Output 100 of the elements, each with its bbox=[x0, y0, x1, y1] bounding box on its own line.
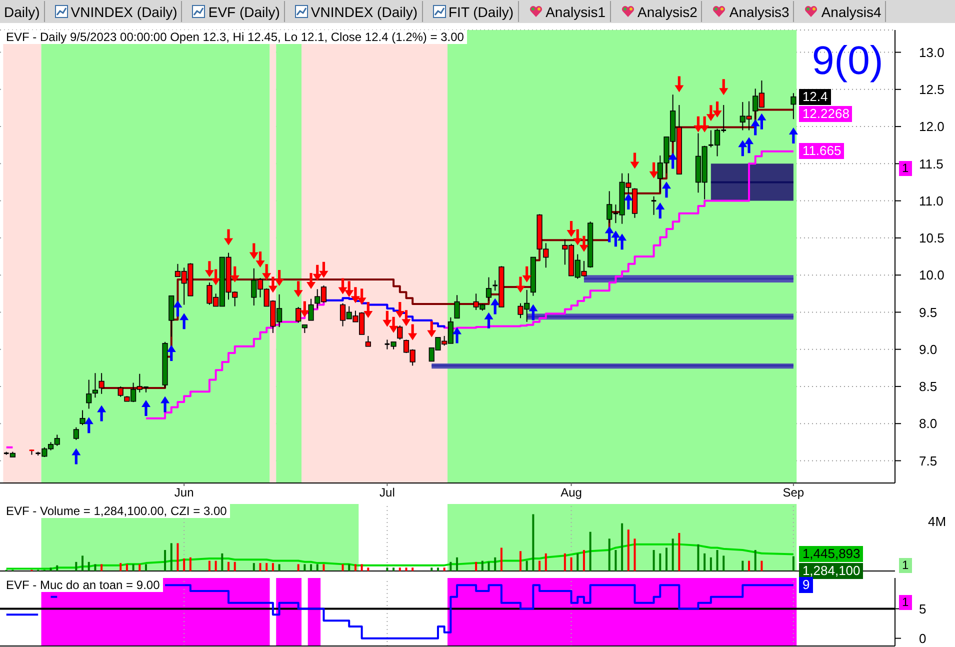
bar bbox=[742, 560, 744, 571]
bar bbox=[278, 564, 280, 571]
bar bbox=[342, 564, 344, 571]
bar bbox=[322, 564, 325, 571]
bar bbox=[659, 553, 662, 571]
bar bbox=[297, 564, 300, 571]
y-tick-label: 12.0 bbox=[919, 119, 944, 134]
bar bbox=[748, 560, 750, 571]
text: Analysis4 bbox=[821, 4, 882, 20]
bar bbox=[50, 568, 52, 571]
bar bbox=[526, 560, 528, 571]
bar bbox=[183, 558, 186, 571]
text: Analysis2 bbox=[638, 4, 698, 20]
bar bbox=[354, 564, 356, 571]
annotation: 1,445,893 bbox=[799, 546, 864, 562]
bar bbox=[450, 562, 452, 571]
candlestick bbox=[118, 386, 124, 398]
text: Daily) bbox=[4, 4, 40, 20]
bar bbox=[475, 562, 478, 571]
bar bbox=[634, 538, 636, 571]
bar bbox=[252, 563, 255, 571]
candlestick bbox=[86, 379, 92, 410]
y-tick-label: 11.5 bbox=[919, 156, 944, 172]
bar bbox=[792, 556, 794, 571]
bar bbox=[228, 562, 230, 571]
bar bbox=[170, 543, 172, 571]
bar bbox=[538, 560, 541, 571]
annotation: 12.4 bbox=[799, 88, 831, 105]
bar bbox=[564, 553, 566, 571]
candlestick bbox=[92, 372, 98, 398]
bar bbox=[94, 564, 96, 571]
candlestick bbox=[365, 335, 371, 347]
bar bbox=[367, 568, 370, 571]
bar bbox=[710, 557, 712, 571]
y-tick-label: 8.0 bbox=[919, 416, 938, 432]
y-tick-label: 7.5 bbox=[919, 453, 938, 468]
bar bbox=[214, 560, 217, 571]
bar bbox=[589, 532, 592, 571]
bar bbox=[144, 564, 147, 571]
bar bbox=[519, 551, 522, 571]
text: Analysis3 bbox=[729, 4, 790, 20]
bar bbox=[88, 562, 90, 571]
chart-title: EVF - Volume = 1,284,100.00, CZI = 3.00 bbox=[3, 504, 230, 518]
bar bbox=[621, 523, 624, 571]
x-tick-label: Jul bbox=[380, 486, 395, 500]
bar bbox=[443, 568, 446, 571]
bar bbox=[304, 564, 306, 571]
bar bbox=[126, 564, 128, 571]
bar bbox=[436, 568, 439, 571]
bar bbox=[132, 564, 134, 571]
bar bbox=[266, 563, 268, 571]
bar bbox=[82, 556, 84, 571]
x-tick-label: Jun bbox=[174, 486, 194, 500]
text: 4M bbox=[928, 514, 946, 529]
annotation: 9 bbox=[799, 577, 813, 594]
candlestick bbox=[486, 276, 492, 302]
bar bbox=[494, 557, 496, 571]
x-tick-label: Aug bbox=[560, 486, 582, 500]
bar bbox=[176, 543, 179, 571]
bar bbox=[532, 514, 534, 571]
bar bbox=[697, 544, 700, 571]
y-tick-label: 13.0 bbox=[919, 44, 944, 60]
annotation: 12.2268 bbox=[799, 106, 852, 122]
bar bbox=[208, 560, 210, 571]
bar bbox=[576, 553, 579, 571]
text: 1 bbox=[899, 161, 912, 176]
bar bbox=[392, 568, 395, 571]
bar bbox=[716, 550, 718, 571]
y-tick-label: 5 bbox=[919, 601, 926, 616]
bar bbox=[138, 564, 141, 571]
candlestick bbox=[73, 426, 79, 440]
bar bbox=[234, 562, 236, 571]
bar bbox=[100, 564, 103, 571]
chart-title: EVF - Muc do an toan = 9.00 bbox=[3, 578, 163, 592]
x-tick-label: Sep bbox=[782, 486, 804, 500]
bar bbox=[272, 563, 274, 571]
y-tick-label: 12.5 bbox=[919, 82, 944, 98]
bar bbox=[360, 564, 363, 571]
bar bbox=[704, 553, 706, 571]
candlestick bbox=[650, 196, 657, 216]
bar bbox=[627, 530, 630, 571]
bar bbox=[672, 538, 674, 571]
candlestick bbox=[80, 410, 86, 426]
bar bbox=[430, 568, 433, 571]
bar bbox=[488, 562, 490, 571]
y-tick-label: 10.5 bbox=[919, 230, 944, 246]
bar bbox=[412, 568, 414, 571]
bar bbox=[481, 560, 484, 571]
bar bbox=[164, 550, 166, 571]
bar bbox=[608, 538, 610, 571]
annotation: 11.665 bbox=[799, 143, 844, 160]
y-tick-label: 11.0 bbox=[919, 193, 944, 208]
text: FIT (Daily) bbox=[448, 4, 514, 20]
chart-title: EVF - Daily 9/5/2023 00:00:00 Open 12.3, Hi 12.45, Lo 12.1, Close 12.4 (1.2%) = 3.00 bbox=[3, 30, 467, 44]
text: VNINDEX (Daily) bbox=[310, 4, 418, 20]
text: Analysis1 bbox=[546, 4, 606, 20]
annotation: 1,284,100 bbox=[799, 563, 864, 580]
bar bbox=[582, 550, 585, 571]
text: 1 bbox=[899, 595, 912, 610]
candlestick bbox=[98, 372, 104, 394]
